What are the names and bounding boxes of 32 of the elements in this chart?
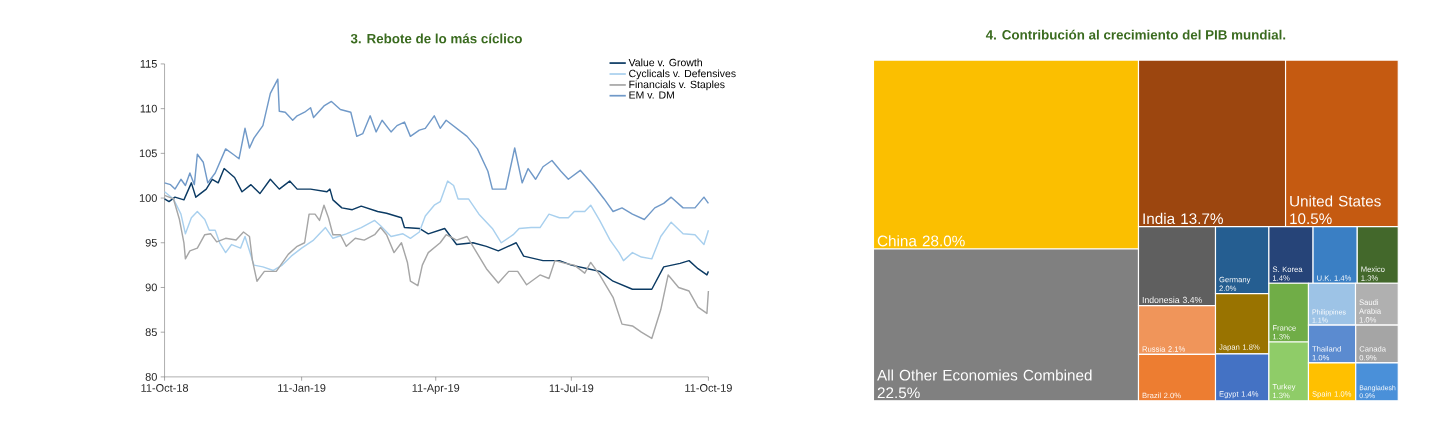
y-tick-label: 100 (139, 194, 157, 202)
y-tick-label: 95 (145, 238, 157, 247)
y-tick-label: 90 (145, 283, 157, 292)
y-tick-label: 85 (145, 328, 157, 337)
line-series (163, 194, 710, 340)
y-tick-label: 80 (145, 373, 157, 381)
category-label: Indonesia (1142, 296, 1180, 304)
x-tick-label: 11-Oct-19 (685, 384, 732, 392)
category-label: United States (1290, 195, 1381, 207)
x-tick-label: 11-Oct-18 (141, 384, 189, 392)
y-tick-label: 110 (140, 104, 157, 113)
data-label: 28.0% (922, 235, 965, 247)
legend-label: Value v. Growth (628, 58, 702, 67)
data-label: 13.7% (1181, 213, 1223, 225)
chart-title: 3. Rebote de lo más cíclico (350, 33, 522, 44)
x-tick-label: 11-Apr-19 (412, 384, 460, 395)
category-label: India (1143, 212, 1176, 225)
legend-label: Cyclicals v. Defensives (629, 69, 736, 80)
data-label: 10.5% (1290, 213, 1332, 225)
x-tick-label: 11-Jan-19 (278, 384, 326, 392)
data-label: 3.4% (1182, 296, 1202, 304)
legend-label: Financials v. Staples (629, 80, 725, 91)
y-tick-label: 105 (139, 149, 157, 158)
category-label: China (877, 235, 917, 247)
text: 4. Contribución al crecimiento del PIB mundial. (985, 29, 1286, 40)
line-series (163, 167, 710, 290)
line-series (163, 180, 710, 272)
data-label: 22.5% (877, 387, 920, 399)
legend-label: EM v. DM (629, 91, 674, 99)
y-tick-label: 115 (140, 60, 157, 68)
category-label: All Other Economies Combined (877, 369, 1092, 381)
x-tick-label: 11-Jul-19 (549, 384, 594, 393)
